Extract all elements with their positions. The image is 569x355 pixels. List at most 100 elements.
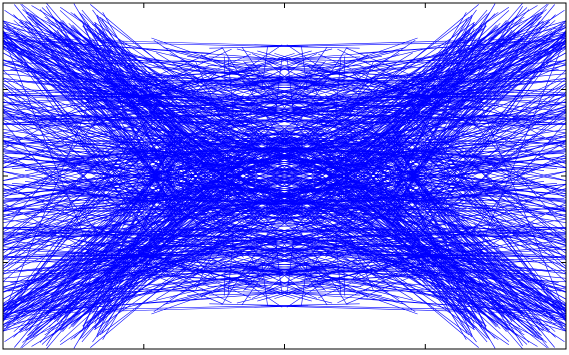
series-line: [61, 160, 306, 172]
series-line: [384, 69, 567, 234]
series-line: [56, 29, 182, 219]
series-line: [264, 150, 567, 194]
series-line: [243, 61, 280, 100]
series-line: [267, 201, 461, 211]
series-line: [159, 210, 290, 234]
series-line: [273, 40, 416, 137]
series-line: [2, 159, 90, 195]
series-line: [256, 254, 392, 257]
series-line: [385, 15, 473, 217]
series-line: [335, 233, 384, 240]
series-line: [2, 141, 176, 233]
series-line: [24, 137, 177, 331]
series-line: [308, 66, 367, 99]
series-line: [216, 152, 303, 176]
series-line: [300, 148, 310, 162]
series-line: [276, 76, 437, 86]
series-line: [209, 303, 467, 310]
series-line: [2, 236, 247, 319]
series-line: [73, 3, 189, 197]
series-line: [376, 44, 547, 208]
series-line: [2, 44, 240, 242]
series-line: [2, 105, 89, 316]
series-line: [457, 33, 567, 99]
series-line: [286, 282, 324, 308]
series-line: [301, 131, 537, 337]
series-line: [219, 230, 415, 270]
series-line: [293, 135, 567, 163]
series-line: [384, 118, 567, 283]
series-line: [44, 305, 309, 314]
series-line: [368, 139, 559, 313]
series-line: [340, 150, 486, 316]
series-line: [40, 144, 292, 219]
series-line: [272, 198, 448, 216]
series-line: [426, 184, 567, 202]
series-line: [294, 222, 515, 319]
series-line: [314, 33, 567, 235]
series-line: [2, 184, 143, 202]
series-line: [305, 229, 543, 280]
series-line: [264, 230, 476, 293]
series-line: [346, 135, 556, 338]
series-line: [2, 228, 372, 274]
series-line: [365, 288, 471, 315]
series-line: [220, 245, 567, 279]
series-line: [291, 246, 332, 274]
series-line: [185, 233, 234, 240]
series-line: [260, 38, 525, 47]
series-line: [320, 62, 532, 136]
series-line: [2, 115, 303, 144]
series-line: [29, 13, 262, 210]
axis-ticks: [3, 3, 566, 349]
series-line: [2, 158, 305, 202]
series-line: [208, 119, 289, 137]
series-line: [197, 78, 567, 124]
series-line: [59, 10, 202, 140]
series-line: [97, 126, 262, 325]
series-line: [2, 250, 330, 327]
series-line: [242, 246, 282, 281]
series-line: [393, 141, 567, 233]
series-line: [73, 155, 189, 349]
series-line: [387, 29, 513, 219]
series-line: [2, 32, 126, 153]
series-line: [239, 25, 567, 102]
series-line: [201, 61, 359, 101]
series-line: [48, 24, 207, 184]
series-line: [361, 13, 488, 136]
series-line: [2, 36, 89, 247]
series-line: [77, 138, 291, 171]
series-line: [329, 277, 567, 321]
series-line: [292, 153, 565, 163]
series-line: [2, 199, 275, 242]
series-line: [97, 27, 262, 226]
series-line: [367, 10, 510, 140]
series-line: [180, 217, 356, 293]
series-line: [266, 115, 567, 144]
series-line: [245, 282, 283, 308]
series-line: [243, 105, 482, 131]
series-line: [2, 33, 112, 99]
series-line: [279, 118, 410, 142]
series-line: [322, 236, 567, 319]
series-line: [2, 155, 365, 326]
plot-background: [3, 3, 566, 349]
series-line: [2, 98, 191, 238]
series-line: [153, 215, 296, 312]
series-line: [373, 184, 567, 274]
series-line: [2, 59, 298, 178]
series-line: [264, 158, 567, 202]
series-line: [2, 95, 368, 224]
series-line: [32, 15, 268, 221]
series-line: [301, 15, 537, 221]
series-line: [392, 137, 545, 331]
series-line: [443, 32, 567, 153]
series-line: [263, 180, 508, 192]
series-line: [307, 27, 472, 226]
series-line: [2, 25, 330, 102]
series-line: [362, 168, 521, 328]
series-line: [378, 98, 567, 238]
series-line: [40, 133, 292, 208]
